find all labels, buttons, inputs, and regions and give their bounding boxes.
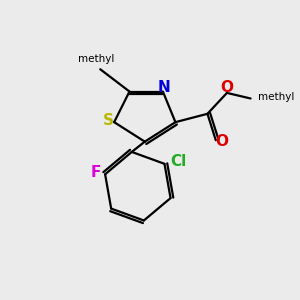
- Text: O: O: [215, 134, 228, 149]
- Text: O: O: [220, 80, 233, 95]
- Text: F: F: [90, 165, 100, 180]
- Text: methyl: methyl: [258, 92, 294, 102]
- Text: S: S: [103, 113, 113, 128]
- Text: methyl: methyl: [78, 54, 114, 64]
- Text: Cl: Cl: [170, 154, 187, 169]
- Text: N: N: [158, 80, 171, 95]
